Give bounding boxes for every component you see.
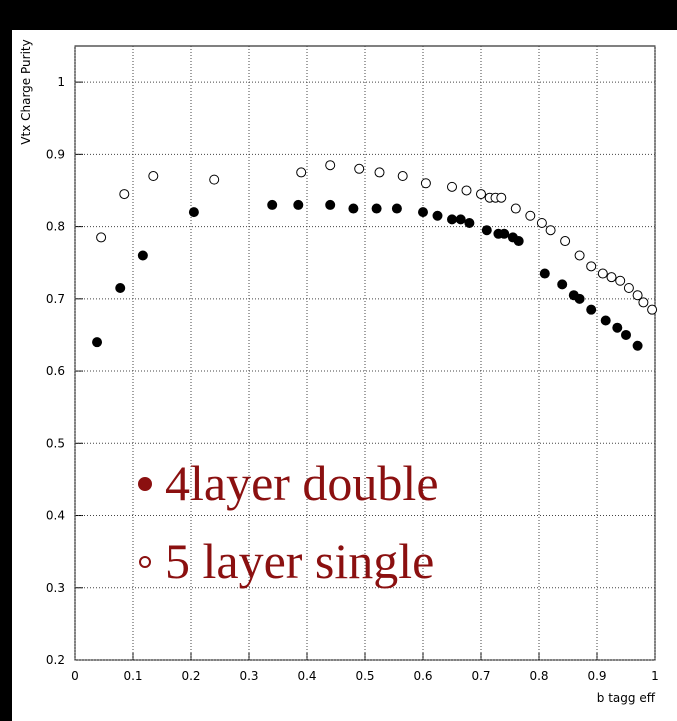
x-tick-label: 0.3 [239, 669, 258, 683]
x-tick-label: 0.9 [587, 669, 606, 683]
point [600, 315, 611, 326]
legend-symbol [139, 556, 151, 568]
point [420, 178, 431, 189]
y-tick-label: 0.5 [46, 436, 65, 450]
y-tick-label: 0.9 [46, 147, 65, 161]
y-tick-label: 0.2 [46, 653, 65, 667]
point [496, 192, 507, 203]
point [188, 207, 199, 218]
point [574, 250, 585, 261]
x-tick-label: 0.6 [413, 669, 432, 683]
point [115, 282, 126, 293]
point [597, 268, 608, 279]
x-tick-label: 0.2 [181, 669, 200, 683]
point [612, 322, 623, 333]
point [391, 203, 402, 214]
x-tick-label: 0.5 [355, 669, 374, 683]
point [539, 268, 550, 279]
point [513, 236, 524, 247]
point [536, 217, 547, 228]
point [574, 293, 585, 304]
legend-symbol [138, 477, 152, 491]
y-axis-label: Vtx Charge Purity [19, 39, 33, 144]
point [638, 297, 649, 308]
point [510, 203, 521, 214]
y-tick-label: 1 [57, 75, 65, 89]
point [476, 189, 486, 200]
background [12, 30, 677, 721]
point [606, 272, 617, 283]
point [418, 207, 428, 218]
point [137, 250, 148, 261]
point [447, 181, 457, 192]
point [296, 167, 307, 178]
y-tick-label: 0.4 [46, 509, 65, 523]
point [615, 275, 626, 286]
point [632, 290, 643, 301]
y-tick-label: 0.6 [46, 364, 65, 378]
point [267, 199, 278, 210]
x-tick-label: 0.1 [123, 669, 142, 683]
point [586, 261, 597, 272]
point [461, 185, 472, 196]
x-tick-label: 1 [651, 669, 659, 683]
point [209, 174, 220, 185]
y-tick-label: 0.8 [46, 220, 65, 234]
legend-label: 4layer double [165, 455, 439, 511]
point [447, 214, 457, 225]
y-tick-label: 0.3 [46, 581, 65, 595]
point [545, 225, 556, 236]
point [325, 199, 336, 210]
x-axis-label: b tagg eff [597, 691, 656, 705]
point [325, 160, 336, 171]
point [96, 232, 107, 243]
point [293, 199, 304, 210]
point [623, 282, 634, 293]
point [499, 228, 510, 239]
x-tick-label: 0.4 [297, 669, 316, 683]
point [560, 236, 571, 247]
point [481, 225, 492, 236]
point [354, 163, 365, 174]
point [647, 304, 658, 315]
point [92, 337, 103, 348]
point [348, 203, 359, 214]
legend-label: 5 layer single [165, 533, 434, 589]
x-tick-label: 0 [71, 669, 79, 683]
point [464, 217, 475, 228]
point [586, 304, 597, 315]
point [148, 171, 159, 182]
point [119, 189, 130, 200]
point [525, 210, 536, 221]
point [557, 279, 568, 290]
point [397, 171, 408, 182]
x-tick-label: 0.8 [529, 669, 548, 683]
point [374, 167, 385, 178]
point [371, 203, 382, 214]
y-tick-label: 0.7 [46, 292, 65, 306]
x-tick-label: 0.7 [471, 669, 490, 683]
point [455, 214, 466, 225]
point [632, 340, 643, 351]
point [432, 210, 443, 221]
point [621, 329, 631, 340]
